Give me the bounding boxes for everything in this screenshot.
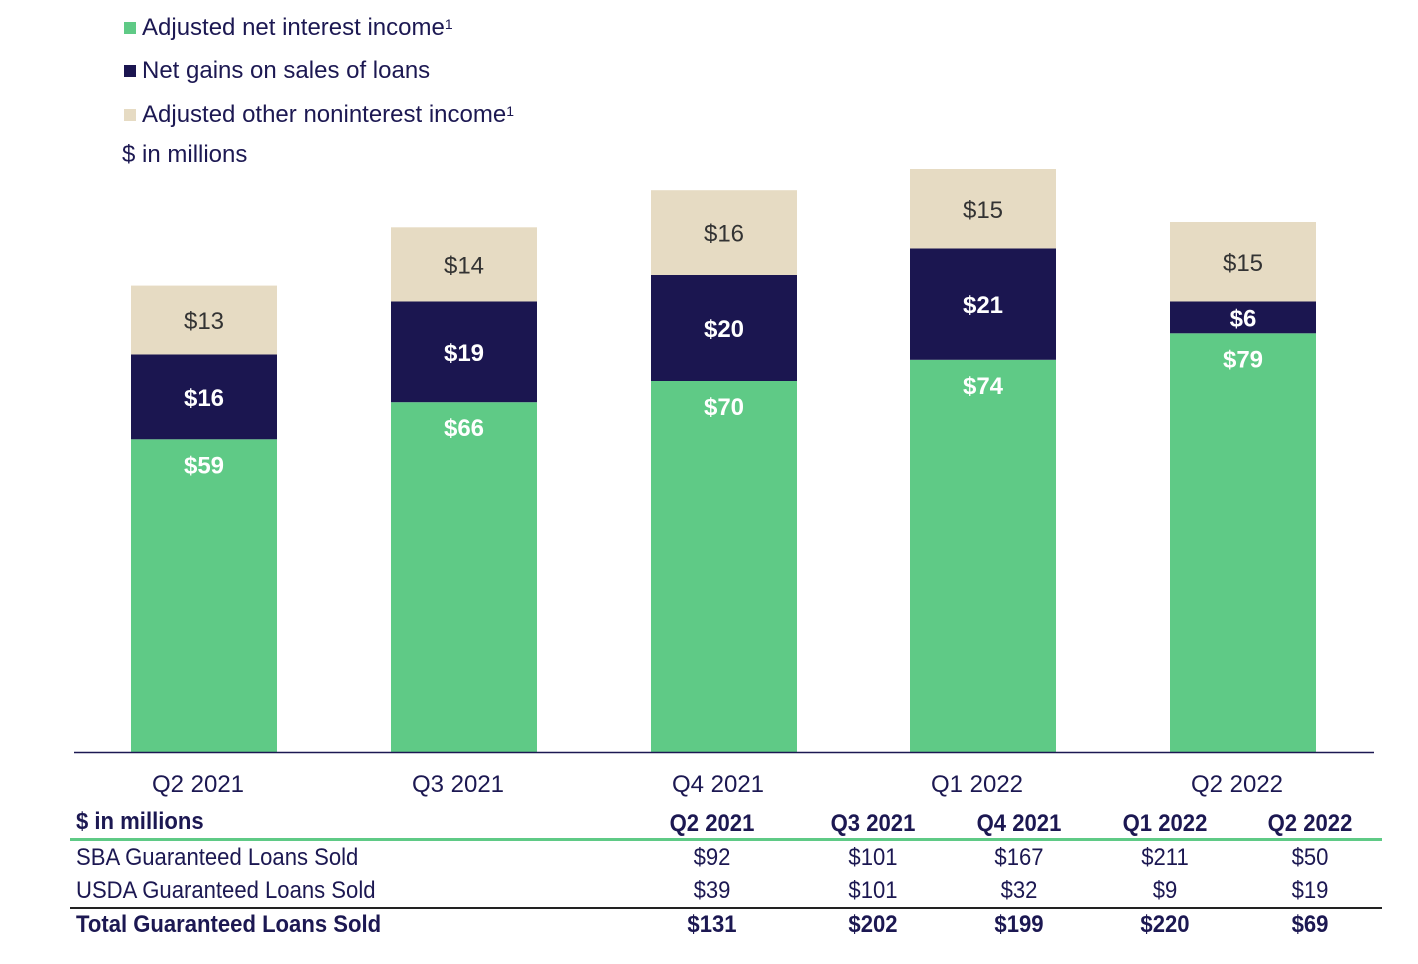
table-column-header: Q2 2022 [1267,810,1353,837]
data-label: $66 [444,415,484,442]
x-tick-label: Q4 2021 [672,771,764,798]
table-column-header: Q3 2021 [830,810,916,837]
table-cell: $9 [1152,877,1178,904]
footnote-marker: 1 [444,16,453,32]
table-column-header: Q1 2022 [1122,810,1208,837]
data-label: $15 [963,197,1003,224]
bar-segment [131,439,277,752]
table-total-cell: $199 [994,911,1044,938]
header-divider [70,838,1382,841]
x-tick-label: Q3 2021 [412,771,504,798]
bar-segment [910,359,1056,752]
bar-segment [651,190,797,275]
data-label: $70 [704,394,744,421]
data-label: $20 [704,316,744,343]
table-total-cell: $220 [1140,911,1190,938]
bar-segment [910,248,1056,360]
table-total-cell: $131 [687,911,737,938]
data-label: $16 [704,221,744,248]
bar-segment [391,227,537,302]
table-cell: $92 [693,844,731,871]
table-cell: $39 [693,877,731,904]
footnote-marker: 1 [506,103,515,119]
bar-segment [651,275,797,381]
table-cell: $50 [1291,844,1329,871]
table-column-header: Q4 2021 [976,810,1062,837]
data-label: $16 [184,385,224,412]
bar-segment [1170,301,1316,334]
table-cell: $211 [1141,844,1189,871]
table-column-header: Q2 2021 [669,810,755,837]
legend-label: Adjusted net interest income [142,14,445,41]
data-label: $21 [963,292,1003,319]
table-total-cell: $69 [1291,911,1329,938]
legend-label: Net gains on sales of loans [142,57,431,84]
data-label: $59 [184,452,224,479]
bar-segment [391,402,537,752]
data-label: $19 [444,340,484,367]
legend-swatch [124,65,136,77]
table-cell: $19 [1291,877,1329,904]
bar-segment [910,169,1056,249]
bar-segment [131,285,277,355]
legend-swatch [124,22,136,34]
data-label: $74 [963,373,1004,400]
x-tick-label: Q1 2022 [931,771,1023,798]
table-cell: $167 [994,844,1044,871]
table-cell: $101 [848,844,898,871]
legend-label: Adjusted other noninterest income [142,101,507,128]
bar-segment [1170,333,1316,752]
legend-item-other-income: Adjusted other noninterest income 1 [124,101,514,129]
data-label: $15 [1223,250,1263,277]
data-label: $79 [1223,346,1263,373]
table-header-label: $ in millions [76,808,204,835]
table-cell: $32 [1000,877,1038,904]
legend-item-net-gains: Net gains on sales of loans [124,57,430,85]
bar-segment [1170,222,1316,302]
chart-subtitle: $ in millions [122,141,248,168]
x-tick-label: Q2 2022 [1191,771,1283,798]
total-divider [70,907,1382,909]
bar-segment [391,301,537,403]
table-row-label: USDA Guaranteed Loans Sold [76,877,376,904]
legend-swatch [124,109,136,121]
bar-segment [131,354,277,440]
table-cell: $101 [848,877,898,904]
table-total-label: Total Guaranteed Loans Sold [76,911,382,938]
data-label: $14 [444,252,484,279]
bar-segment [651,381,797,752]
data-label: $6 [1230,305,1257,332]
x-tick-label: Q2 2021 [152,771,244,798]
legend-item-net-interest: Adjusted net interest income 1 [124,14,453,42]
table-row-label: SBA Guaranteed Loans Sold [76,844,359,871]
data-label: $13 [184,308,224,335]
table-total-cell: $202 [848,911,898,938]
stacked-bar-chart: $59 $16 $13 Q2 2021 $66 $19 $14 Q3 2021 $70 $20 $1… [74,169,1374,798]
